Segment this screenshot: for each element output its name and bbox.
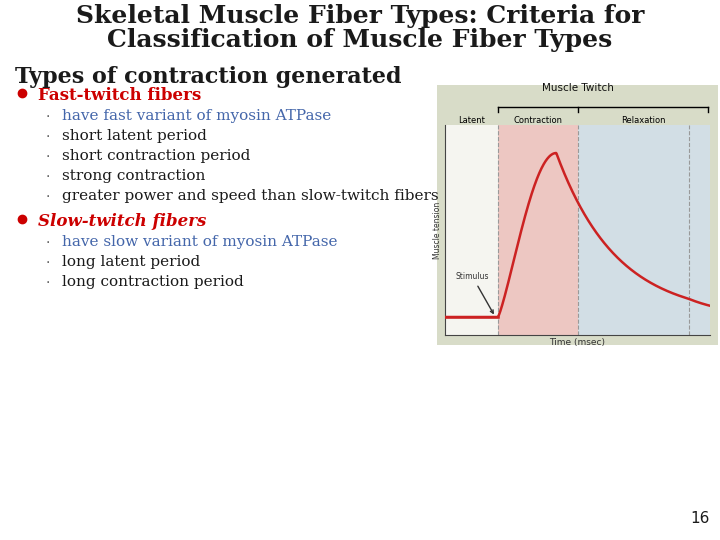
Text: Contraction
period: Contraction period — [513, 116, 562, 136]
Text: 16: 16 — [690, 511, 710, 526]
Text: Slow-twitch fibers: Slow-twitch fibers — [38, 213, 207, 230]
Text: ·: · — [46, 170, 50, 184]
Bar — [498, 125, 577, 335]
Y-axis label: Muscle tension: Muscle tension — [433, 201, 442, 259]
Text: Muscle Twitch: Muscle Twitch — [541, 83, 613, 93]
Text: ·: · — [46, 190, 50, 204]
Text: ·: · — [46, 236, 50, 250]
Text: have slow variant of myosin ATPase: have slow variant of myosin ATPase — [62, 235, 338, 249]
Bar — [437, 85, 718, 345]
Text: short latent period: short latent period — [62, 129, 207, 143]
Text: Latent
period: Latent period — [458, 116, 485, 136]
Text: long latent period: long latent period — [62, 255, 200, 269]
Text: strong contraction: strong contraction — [62, 169, 205, 183]
Text: Classification of Muscle Fiber Types: Classification of Muscle Fiber Types — [107, 28, 613, 52]
Bar — [577, 125, 710, 335]
Text: ·: · — [46, 276, 50, 290]
Text: have fast variant of myosin ATPase: have fast variant of myosin ATPase — [62, 109, 331, 123]
Text: short contraction period: short contraction period — [62, 149, 251, 163]
Text: ·: · — [46, 150, 50, 164]
Text: long contraction period: long contraction period — [62, 275, 244, 289]
Text: Fast-twitch fibers: Fast-twitch fibers — [38, 87, 202, 104]
Text: Relaxation
period: Relaxation period — [621, 116, 666, 136]
X-axis label: Time (msec): Time (msec) — [549, 338, 606, 347]
Text: Types of contraction generated: Types of contraction generated — [15, 66, 402, 88]
Text: greater power and speed than slow-twitch fibers: greater power and speed than slow-twitch… — [62, 189, 438, 203]
Text: Stimulus: Stimulus — [456, 272, 493, 313]
Text: ·: · — [46, 256, 50, 270]
Bar — [445, 125, 498, 335]
Text: Skeletal Muscle Fiber Types: Criteria for: Skeletal Muscle Fiber Types: Criteria fo… — [76, 4, 644, 28]
Text: ·: · — [46, 110, 50, 124]
Text: ·: · — [46, 130, 50, 144]
